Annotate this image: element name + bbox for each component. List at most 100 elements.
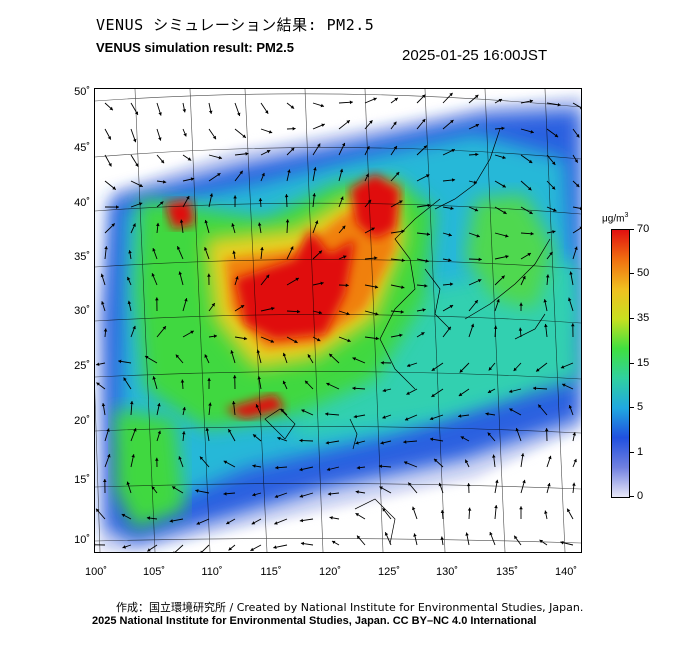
wind-arrow-head [399,333,403,338]
colorbar-label: 1 [637,446,644,458]
wind-arrow-head [431,367,436,371]
wind-arrow-head [467,507,472,511]
wind-arrow [174,544,184,552]
wind-arrow-head [212,135,216,140]
wind-arrow-head [266,150,271,154]
wind-arrow-head [299,518,304,523]
wind-arrow-head [544,428,549,432]
wind-arrow-head [271,306,275,311]
wind-arrow-head [382,388,387,393]
wind-arrow-head [96,508,100,513]
wind-arrow-head [326,467,331,471]
wind-arrow-head [218,155,222,160]
wind-arrow-head [257,376,261,380]
lat-label: 50˚ [74,86,90,98]
wind-arrow-head [299,494,304,498]
wind-arrow-head [557,103,561,107]
wind-arrow-head [579,206,581,211]
wind-arrow-head [514,535,518,540]
colorbar-tick [629,407,634,408]
timestamp: 2025-01-25 16:00JST [402,47,548,64]
wind-arrow-head [425,174,430,178]
wind-arrow-head [195,489,199,493]
wind-arrow-head [494,505,498,509]
wind-arrow-head [292,126,296,131]
wind-arrow-head [567,508,571,513]
wind-arrow-head [422,308,426,312]
wind-arrow-head [257,222,262,226]
wind-arrow-head [518,327,523,331]
wind-arrow-head [158,137,162,141]
colorbar-label: 70 [637,223,650,235]
lon-label: 135˚ [495,566,519,578]
wind-arrow-head [179,219,184,223]
wind-arrow-head [186,196,190,200]
wind-arrow-head [460,436,465,440]
wind-arrow-head [252,492,256,497]
wind-arrow-head [475,124,479,128]
wind-arrow-head [575,183,580,187]
wind-arrow-head [552,230,556,234]
wind-arrow-head [290,105,295,109]
wind-arrow-head [382,415,386,419]
wind-arrow-head [131,454,135,458]
wind-arrow-head [284,194,289,198]
wind-arrow-head [340,196,344,200]
wind-arrow-head [355,513,359,517]
colorbar-tick [629,496,634,497]
wind-arrow-head [132,325,136,330]
wind-arrow-head [152,376,156,380]
wind-arrow-head [533,386,537,391]
wind-arrow-head [320,103,324,108]
wind-arrow-head [182,431,186,435]
wind-arrow-head [232,401,236,405]
colorbar-label: 35 [637,312,650,324]
wind-arrow-head [393,121,397,126]
wind-arrow-head [106,428,110,432]
wind-arrow-head [382,508,386,512]
wind-arrow-head [339,168,344,173]
wind-arrow-head [543,299,547,303]
wind-arrow-head [470,323,475,328]
wind-arrow-head [427,203,431,208]
wind-arrow-head [574,246,578,250]
wind-arrow-head [305,380,309,385]
wind-arrow-head [250,547,254,551]
wind-arrow-head [528,186,532,191]
wind-arrow-head [243,336,248,341]
wind-arrow-head [501,126,505,131]
wind-arrow-head [103,328,108,332]
wind-arrow-head [155,457,159,461]
wind-arrow-head [282,352,287,357]
wind-arrow-head [422,119,426,123]
wind-arrow-head [440,509,445,513]
wind-arrow-head [373,97,377,101]
wind-arrow-head [184,298,188,302]
wind-arrow [201,544,210,552]
wind-arrow-head [151,486,155,490]
wind-arrow-head [226,521,230,525]
wind-arrow-head [299,438,303,443]
wind-arrow-head [545,274,550,278]
wind-arrow-head [199,456,204,460]
wind-arrow-head [422,94,426,98]
wind-arrow-head [312,193,316,197]
title-english: VENUS simulation result: PM2.5 [96,40,294,55]
wind-arrow-head [502,184,506,188]
wind-arrow-head [211,303,215,307]
wind-arrow-head [239,170,243,175]
wind-arrow-head [160,201,164,205]
wind-arrow-head [318,310,323,315]
lat-label: 25˚ [74,360,90,372]
wind-arrow-head [440,536,444,540]
wind-arrow-head [173,551,175,552]
wind-arrow-head [196,521,201,525]
wind-arrow-head [275,465,279,470]
wind-arrow-head [378,464,382,469]
wind-arrow-head [151,273,155,277]
wind-arrow [572,206,581,209]
wind-arrow-head [252,464,256,468]
wind-arrow-head [109,106,113,111]
wind-arrow-head [255,404,259,408]
wind-arrow-head [265,274,270,279]
